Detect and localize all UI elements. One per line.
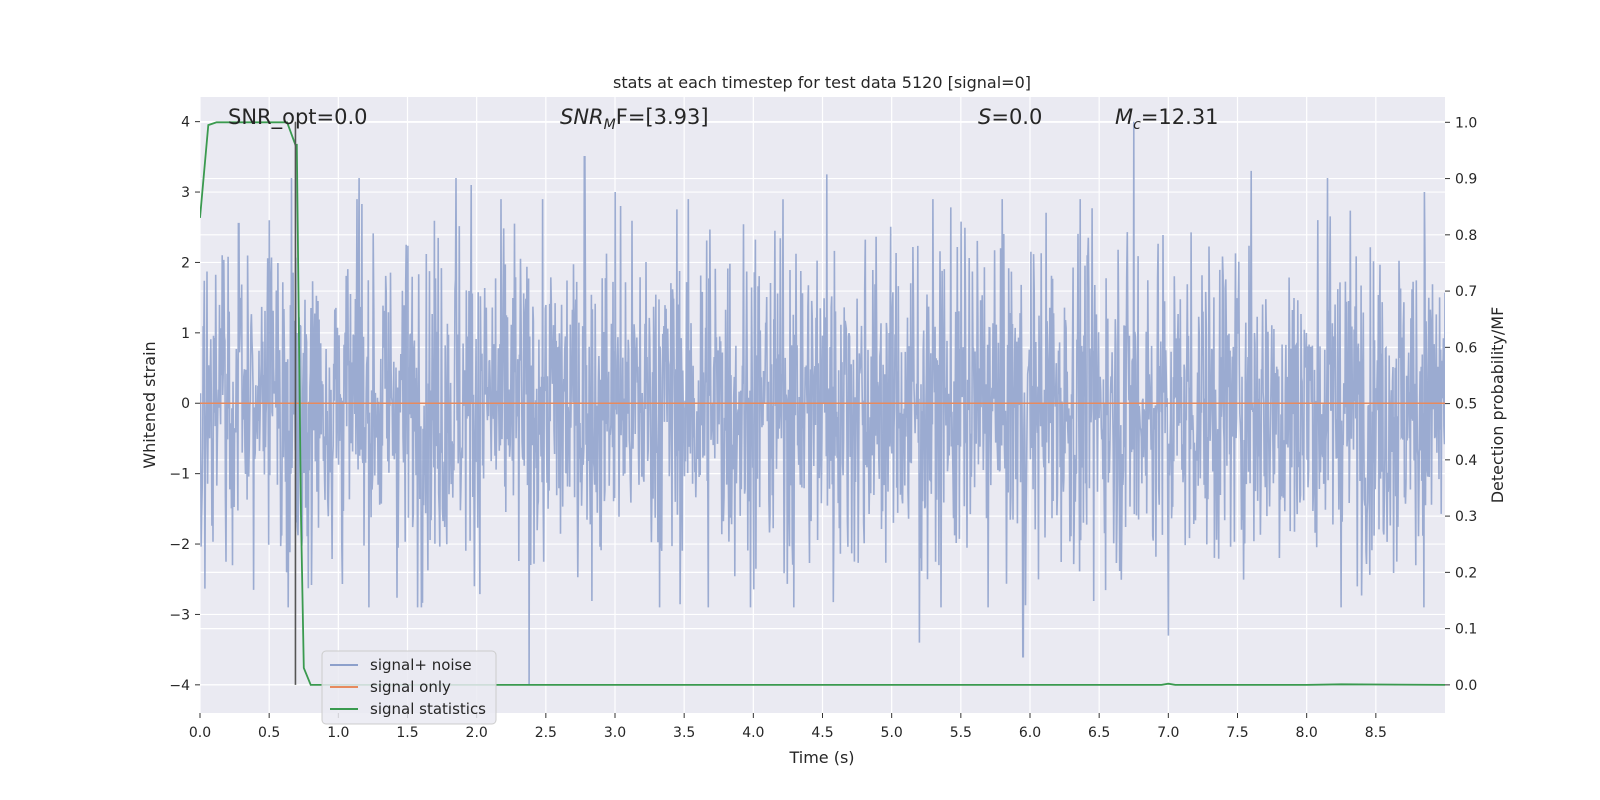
y-right-tick-label: 0.2 xyxy=(1455,565,1477,581)
annotation-snr-opt: SNR_opt=0.0 xyxy=(228,105,368,130)
y-right-tick-label: 0.5 xyxy=(1455,397,1477,413)
x-tick-label: 1.5 xyxy=(396,725,418,741)
y-left-tick-label: 0 xyxy=(181,396,190,412)
chart-title: stats at each timestep for test data 512… xyxy=(613,73,1031,92)
y-left-tick-label: 1 xyxy=(181,326,190,342)
left-y-axis-label: Whitened strain xyxy=(140,341,159,468)
y-left-tick-label: −1 xyxy=(169,467,190,483)
x-tick-label: 3.0 xyxy=(604,725,626,741)
legend: signal+ noise signal only signal statist… xyxy=(321,650,497,725)
annotation-mc-subscript: c xyxy=(1133,117,1141,133)
y-right-tick-label: 0.9 xyxy=(1455,172,1477,188)
y-right-tick-label: 0.0 xyxy=(1455,678,1477,694)
x-tick-label: 6.0 xyxy=(1019,725,1041,741)
x-tick-label: 0.5 xyxy=(258,725,280,741)
y-left-tick-label: 4 xyxy=(181,115,190,131)
series-signal-statistics-line xyxy=(200,121,1445,686)
legend-box xyxy=(321,650,497,725)
annotation-snr-mf-subscript: M xyxy=(604,117,616,133)
x-tick-label: 2.5 xyxy=(535,725,557,741)
x-tick-label: 2.0 xyxy=(466,725,488,741)
y-right-tick-label: 0.1 xyxy=(1455,622,1477,638)
y-right-tick-label: 0.7 xyxy=(1455,284,1477,300)
annotation-mc-symbol: M xyxy=(1115,105,1133,129)
y-left-tick-label: 3 xyxy=(181,185,190,201)
y-right-tick-label: 0.6 xyxy=(1455,340,1477,356)
x-tick-label: 0.0 xyxy=(189,725,211,741)
annotation-mc: Mc=12.31 xyxy=(1115,105,1219,133)
x-tick-label: 4.5 xyxy=(811,725,833,741)
x-tick-label: 8.0 xyxy=(1296,725,1318,741)
x-tick-label: 1.0 xyxy=(327,725,349,741)
x-tick-label: 5.0 xyxy=(881,725,903,741)
x-tick-label: 8.5 xyxy=(1365,725,1387,741)
legend-label-signal-only: signal only xyxy=(370,678,451,696)
y-right-tick-label: 1.0 xyxy=(1455,115,1477,131)
legend-label-signal-noise: signal+ noise xyxy=(370,656,472,674)
x-axis-ticks: 0.0 0.5 1.0 1.5 2.0 2.5 3.0 3.5 4.0 4.5 5.0 5.5 6.0 6… xyxy=(189,713,1387,741)
x-tick-label: 5.5 xyxy=(950,725,972,741)
x-axis-label: Time (s) xyxy=(788,748,854,767)
y-left-tick-label: −2 xyxy=(169,537,190,553)
y-right-tick-label: 0.4 xyxy=(1455,453,1477,469)
x-tick-label: 7.5 xyxy=(1226,725,1248,741)
legend-label-signal-statistics: signal statistics xyxy=(370,700,486,718)
right-y-axis-ticks: 1.0 0.9 0.8 0.7 0.6 0.5 0.4 0.3 0.2 0.1 0.0 xyxy=(1445,115,1477,694)
y-left-tick-label: 2 xyxy=(181,255,190,271)
series-signal-noise-line xyxy=(200,121,1445,685)
y-right-tick-label: 0.3 xyxy=(1455,509,1477,525)
annotation-snr-mf-symbol: SNR xyxy=(560,105,604,129)
x-tick-label: 4.0 xyxy=(742,725,764,741)
annotation-snr-mf: SNRMF=[3.93] xyxy=(560,105,709,133)
y-left-tick-label: −4 xyxy=(169,678,190,694)
right-y-axis-label: Detection probability/MF xyxy=(1488,307,1507,504)
y-right-tick-label: 0.8 xyxy=(1455,228,1477,244)
annotation-s-value: =0.0 xyxy=(991,105,1042,129)
x-tick-label: 6.5 xyxy=(1088,725,1110,741)
y-left-tick-label: −3 xyxy=(169,607,190,623)
annotation-s: S=0.0 xyxy=(978,105,1042,129)
x-tick-label: 7.0 xyxy=(1157,725,1179,741)
annotation-mc-value: =12.31 xyxy=(1141,105,1219,129)
annotation-s-symbol: S xyxy=(978,105,991,129)
left-y-axis-ticks: 4 3 2 1 0 −1 −2 −3 −4 xyxy=(169,115,200,694)
plot-series xyxy=(200,121,1445,686)
x-tick-label: 3.5 xyxy=(673,725,695,741)
annotation-snr-mf-value: F=[3.93] xyxy=(616,105,709,129)
